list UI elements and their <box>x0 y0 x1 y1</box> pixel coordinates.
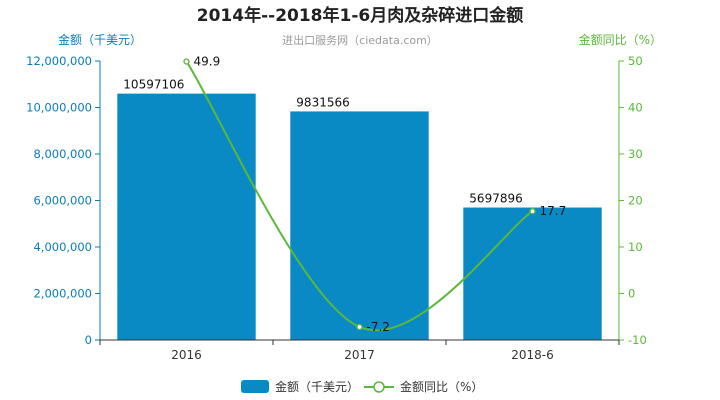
y-tick-label: 10,000,000 <box>26 101 92 115</box>
bar-value-label: 5697896 <box>469 192 522 206</box>
growth-value-label: 49.9 <box>194 54 221 68</box>
y-tick-label: 8,000,000 <box>33 147 92 161</box>
y-tick-label: 0 <box>85 333 92 347</box>
line-layer <box>183 58 536 332</box>
chart-subtitle: 进出口服务网（ciedata.com） <box>282 33 438 47</box>
growth-value-label: -7.2 <box>367 320 390 334</box>
bar-value-label: 9831566 <box>296 95 349 109</box>
legend-line-marker <box>373 381 385 393</box>
legend: 金额（千美元） 金额同比（%） <box>241 379 483 394</box>
y2-axis-title: 金额同比（%） <box>579 32 662 47</box>
growth-line <box>185 60 534 332</box>
y-tick-label: 2,000,000 <box>33 287 92 301</box>
legend-bar-swatch <box>241 380 269 393</box>
x-tick-label: 2018-6 <box>511 348 554 362</box>
bar <box>117 93 256 341</box>
y-tick-label: 6,000,000 <box>33 194 92 208</box>
legend-bar-label: 金额（千美元） <box>275 379 359 394</box>
legend-line-label: 金额同比（%） <box>400 379 483 394</box>
y-tick-label: 12,000,000 <box>26 54 92 68</box>
growth-point <box>356 323 363 331</box>
bar-value-label: 10597106 <box>123 78 184 92</box>
y2-tick-label: 0 <box>628 287 635 301</box>
growth-point <box>529 208 536 215</box>
y-tick-label: 4,000,000 <box>33 240 92 254</box>
growth-value-label: 17.7 <box>540 204 567 218</box>
bars-layer <box>117 93 602 341</box>
bar <box>290 111 429 340</box>
axes-layer: 0 2,000,000 4,000,000 6,000,000 8,000,000 10,… <box>26 54 647 362</box>
y2-tick-label: 20 <box>628 194 643 208</box>
y-axis-title: 金额（千美元） <box>58 32 142 47</box>
x-tick-label: 2017 <box>344 348 375 362</box>
y2-tick-label: 30 <box>628 147 643 161</box>
x-tick-label: 2016 <box>171 348 202 362</box>
y2-tick-label: 50 <box>628 54 643 68</box>
growth-point <box>183 58 190 65</box>
y2-tick-label: 10 <box>628 240 643 254</box>
y2-tick-label: -10 <box>628 333 647 347</box>
bar <box>463 207 602 340</box>
chart-title: 2014年--2018年1-6月肉及杂碎进口金额 <box>197 5 523 26</box>
y2-tick-label: 40 <box>628 101 643 115</box>
labels-layer: 10597106 9831566 5697896 49.9 -7.2 17.7 <box>123 54 566 334</box>
